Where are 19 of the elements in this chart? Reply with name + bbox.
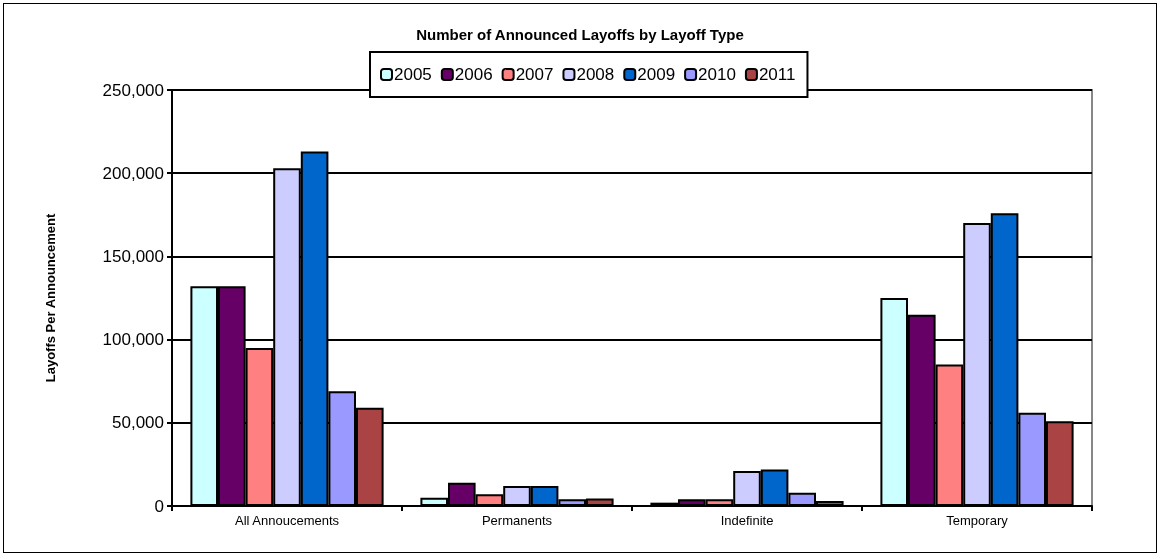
legend-label: 2011: [758, 65, 796, 84]
legend-label: 2008: [576, 65, 615, 84]
y-tick-label: 100,000: [102, 330, 164, 350]
x-tick-label: All Annoucements: [234, 513, 340, 528]
y-tick-label: 200,000: [102, 163, 164, 183]
y-tick-label: 0: [154, 496, 164, 516]
y-tick-label: 250,000: [102, 80, 164, 100]
legend-label: 2007: [515, 65, 554, 84]
legend-label: 2005: [394, 65, 432, 84]
legend-label: 2006: [454, 65, 493, 84]
y-tick-label: 50,000: [112, 413, 164, 433]
y-tick-label: 150,000: [102, 246, 164, 266]
y-axis-title: Layoffs Per Announcement: [43, 213, 58, 383]
x-tick-label: Indefinite: [720, 513, 774, 528]
x-tick-label: Temporary: [946, 513, 1009, 528]
chart-title: Number of Announced Layoffs by Layoff Type: [416, 26, 744, 43]
legend-label: 2010: [698, 65, 736, 84]
legend-label: 2009: [637, 65, 676, 84]
x-tick-label: Permanents: [481, 513, 553, 528]
